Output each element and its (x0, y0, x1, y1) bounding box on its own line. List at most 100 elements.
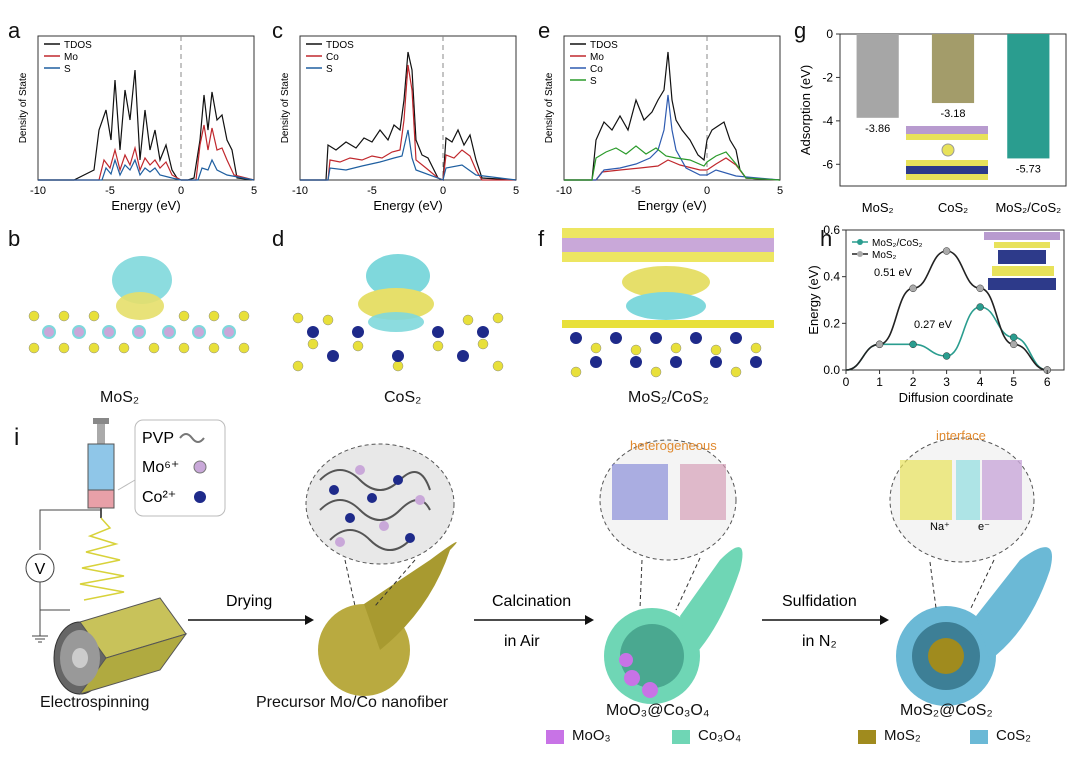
moo3-co3o4-nanotube: heterogeneous (599, 438, 743, 704)
s-curve (300, 129, 517, 181)
legend-c: TDOS Co S (306, 40, 354, 75)
synthesis-schematic: V PVP Mo⁶⁺ Co²⁺ Drying Calcination in Ai… (25, 418, 1052, 744)
legend-mos2: MoS₂ (872, 250, 897, 261)
y-tick-label: 0.4 (823, 270, 840, 284)
mo-curve (38, 124, 255, 181)
legend-swatch-mos2 (858, 730, 876, 744)
legend-swatch-co3o4 (672, 730, 690, 744)
data-point (1009, 333, 1018, 342)
data-point (942, 247, 951, 255)
y-tick-label: -2 (822, 70, 833, 84)
tdos-curve (300, 51, 517, 181)
bar (856, 34, 899, 118)
legend-label-mos2: MoS₂ (884, 727, 921, 744)
y-tick-label: 0.6 (823, 224, 840, 237)
x-tick: 5 (251, 185, 257, 197)
x-tick-label: 1 (876, 375, 883, 389)
dos-plot-a: TDOS Mo S -10 -5 0 5 Energy (eV) Density… (18, 35, 257, 213)
collector-drum (53, 597, 188, 695)
data-point (909, 284, 917, 293)
data-point (875, 340, 884, 349)
data-point (942, 352, 951, 360)
charge-density-mos2 (28, 256, 250, 354)
legend-mo: Mo (590, 52, 604, 63)
bar-value-label: -3.86 (865, 123, 890, 135)
mo-curve (564, 157, 781, 181)
dos-plot-e: TDOS Mo Co S -10 -5 0 5 Energy (eV) Dens… (544, 35, 783, 213)
legend-label-cos2: CoS₂ (996, 727, 1032, 744)
y-tick-label: 0.0 (823, 363, 840, 377)
legend-tdos: TDOS (64, 40, 92, 51)
panel-label-i: i (14, 424, 20, 451)
stage-label-oxide: MoO₃@Co₃O₄ (606, 702, 710, 719)
x-tick-label: 6 (1044, 375, 1051, 389)
step-sulfidation: Sulfidation (782, 593, 857, 610)
x-tick: -10 (292, 185, 308, 197)
x-tick: 0 (440, 185, 446, 197)
legend-label-co3o4: Co₃O₄ (698, 727, 742, 744)
y-axis-label: Adsorption (eV) (798, 65, 813, 155)
zoom-label-electron: e⁻ (978, 521, 990, 533)
legend-swatch-cos2 (970, 730, 988, 744)
step-in-air: in Air (504, 633, 540, 650)
zoom-label-interface: interface (936, 428, 986, 443)
diffusion-structure-inset (984, 232, 1060, 290)
y-axis-label: Density of State (18, 72, 29, 143)
panel-label-f: f (538, 226, 545, 251)
legend-tdos: TDOS (590, 40, 618, 51)
data-point (1009, 340, 1018, 349)
panel-label-h: h (820, 226, 833, 251)
dos-plot-c: TDOS Co S -10 -5 0 5 Energy (eV) Density… (280, 35, 519, 213)
y-axis-label: Density of State (280, 72, 291, 143)
panel-label-a: a (8, 18, 21, 43)
legend-mo: Mo (64, 52, 78, 63)
caption-mos2: MoS₂ (100, 389, 140, 406)
s-curve (38, 157, 255, 181)
panel-label-e: e (538, 18, 551, 43)
tdos-curve (38, 69, 255, 181)
legend-a: TDOS Mo S (44, 40, 92, 75)
zoom-label-heterogeneous: heterogeneous (630, 438, 717, 453)
step-drying: Drying (226, 593, 272, 610)
x-tick: -10 (556, 185, 572, 197)
x-tick: -5 (367, 185, 377, 197)
legend-label-moo3: MoO₃ (572, 727, 611, 744)
bar (1007, 34, 1050, 159)
y-tick-label: 0.2 (823, 316, 840, 330)
panel-label-g: g (794, 18, 807, 43)
adsorption-bar-chart: -3.86 -3.18 -5.73 0 -2 -4 -6 MoS₂ CoS₂ MoS₂/CoS… (798, 27, 1067, 215)
x-tick: 5 (777, 185, 783, 197)
plot-frame (563, 35, 781, 181)
legend-swatch-moo3 (546, 730, 564, 744)
x-tick-label: CoS₂ (938, 200, 968, 215)
x-tick-label: 5 (1010, 375, 1017, 389)
legend-h: MoS₂/CoS₂ MoS₂ (852, 238, 923, 261)
x-tick: 0 (704, 185, 710, 197)
x-tick-label: 2 (910, 375, 917, 389)
diffusion-energy-chart: 0 1 2 3 4 5 6 0.0 0.2 0.4 0.6 MoS₂/CoS₂ MoS₂ 0.51 … (806, 224, 1065, 405)
legend-s: S (590, 76, 597, 87)
legend-s: S (64, 64, 71, 75)
s-curve (564, 145, 781, 181)
x-tick: -5 (631, 185, 641, 197)
y-axis-label: Density of State (544, 72, 555, 143)
panel-label-d: d (272, 226, 285, 251)
annotation-barrier-hetero: 0.27 eV (914, 319, 953, 331)
x-axis-label: Energy (eV) (111, 198, 180, 213)
co-curve (300, 64, 516, 181)
precursor-nanofiber (305, 443, 457, 696)
legend-co: Co (590, 64, 603, 75)
adsorption-structure-inset (906, 126, 988, 180)
stage-label-electrospinning: Electrospinning (40, 694, 150, 711)
x-tick: 5 (513, 185, 519, 197)
data-point (909, 340, 917, 349)
x-tick-label: 0 (843, 375, 850, 389)
x-tick-label: MoS₂/CoS₂ (995, 200, 1061, 215)
x-tick-label: 4 (977, 375, 984, 389)
y-axis-label: Energy (eV) (806, 265, 821, 334)
y-tick-label: -6 (822, 157, 833, 171)
legend-s: S (326, 64, 333, 75)
step-calcination: Calcination (492, 593, 571, 610)
plot-frame (37, 35, 255, 181)
syringe-icon (87, 418, 115, 518)
